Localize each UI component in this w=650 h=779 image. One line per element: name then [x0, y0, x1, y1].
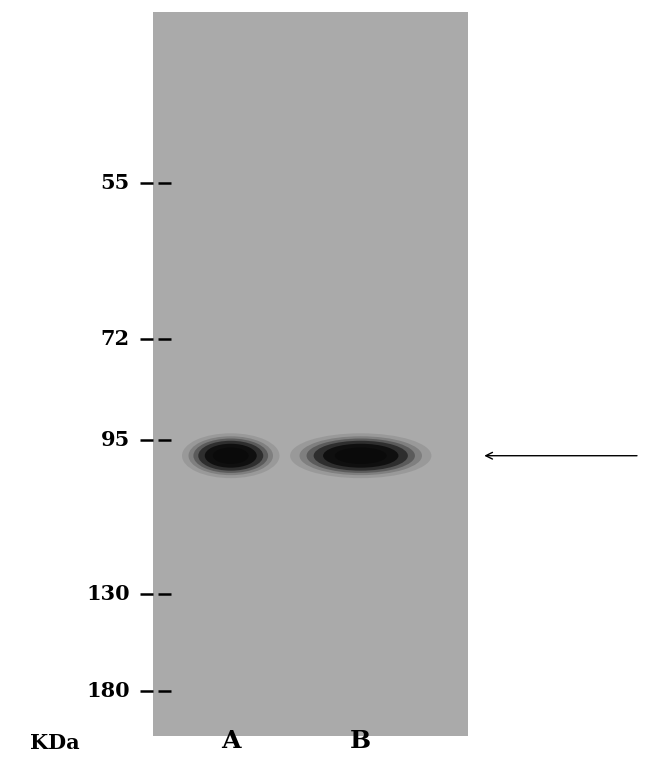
Text: KDa: KDa — [31, 733, 80, 753]
Ellipse shape — [307, 439, 415, 473]
Text: A: A — [221, 729, 240, 753]
Ellipse shape — [205, 444, 257, 467]
Ellipse shape — [314, 441, 408, 471]
Ellipse shape — [213, 447, 248, 464]
Ellipse shape — [182, 433, 280, 478]
Text: 72: 72 — [101, 329, 130, 349]
Bar — [153, 12, 468, 736]
Ellipse shape — [290, 433, 432, 478]
Text: B: B — [350, 729, 371, 753]
Ellipse shape — [194, 439, 268, 473]
Ellipse shape — [188, 436, 273, 475]
Text: 180: 180 — [86, 681, 130, 701]
Text: 130: 130 — [86, 583, 130, 604]
Ellipse shape — [335, 447, 387, 464]
Ellipse shape — [198, 441, 263, 471]
Ellipse shape — [323, 444, 398, 467]
Ellipse shape — [300, 436, 422, 475]
Text: 55: 55 — [101, 173, 130, 193]
Text: 95: 95 — [101, 430, 130, 450]
